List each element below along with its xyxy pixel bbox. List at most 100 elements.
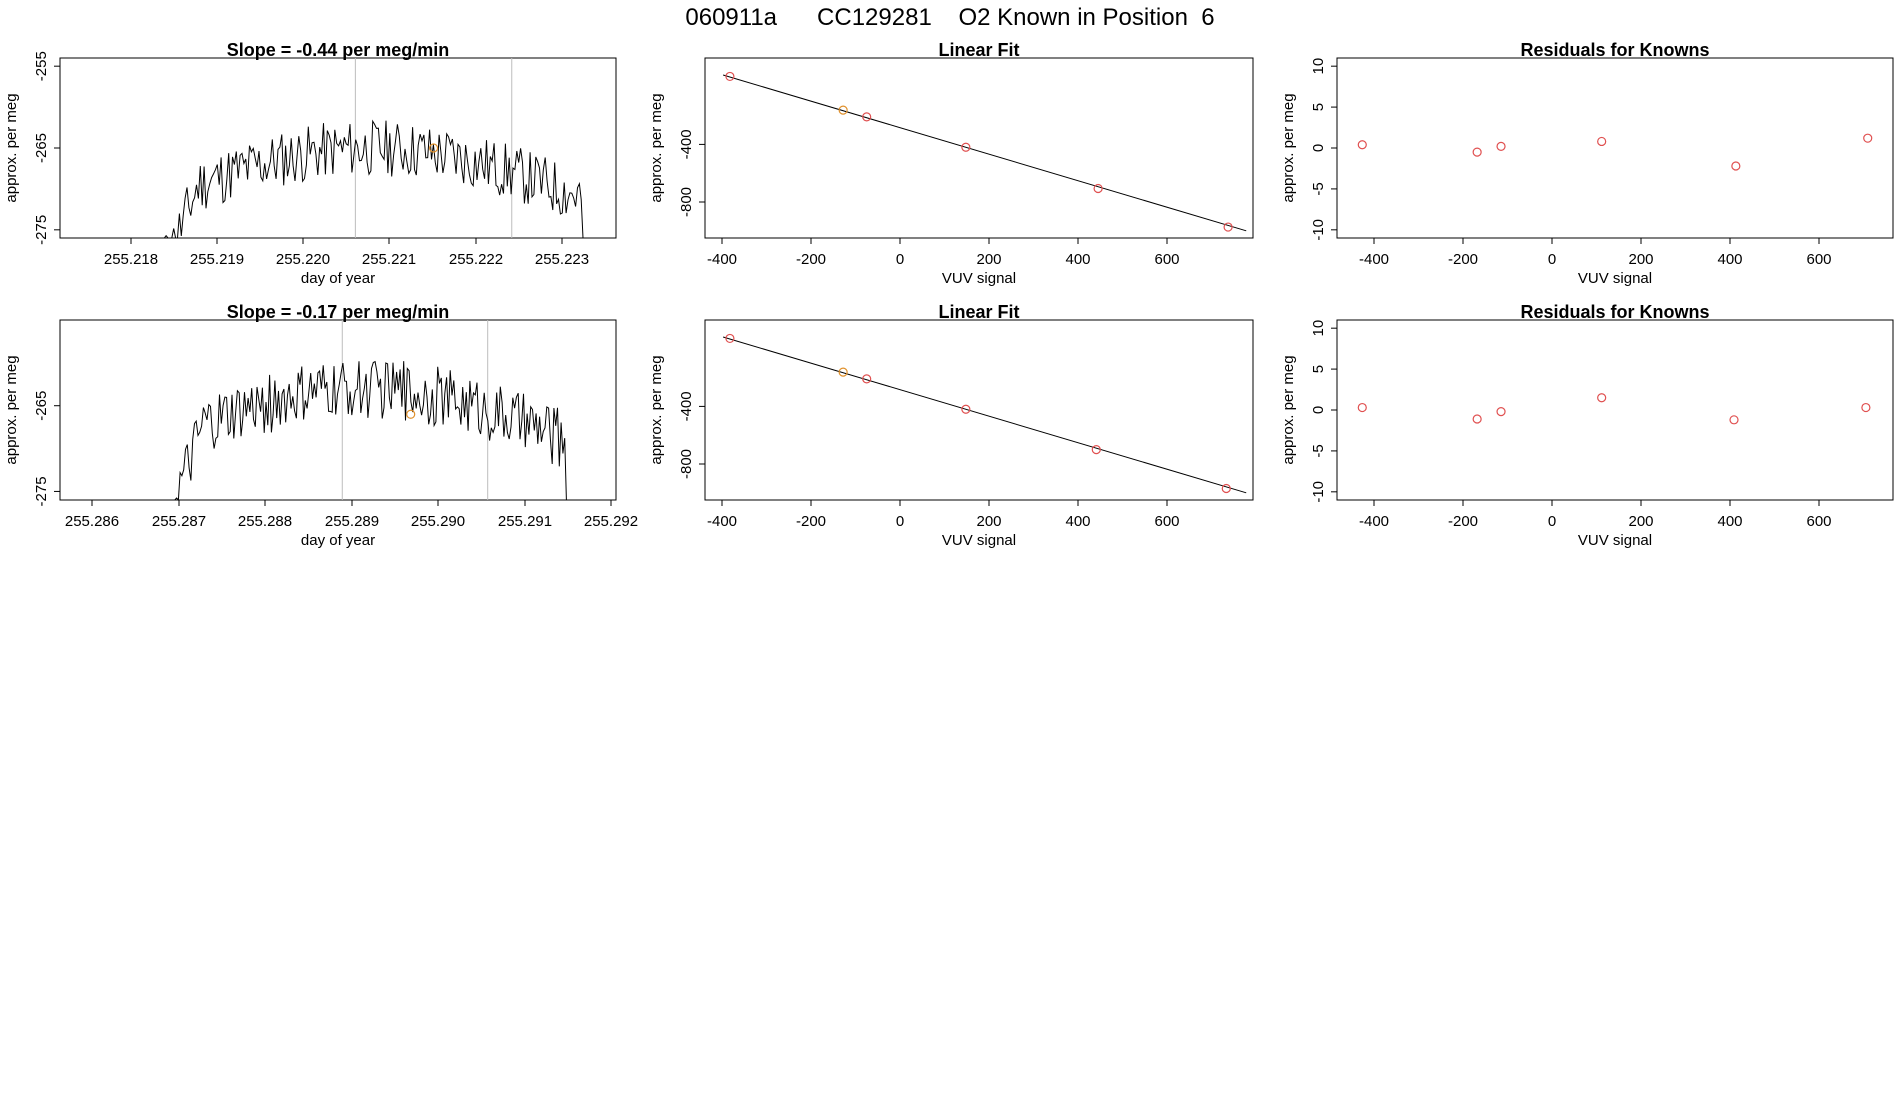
- chart-title: Residuals for Knowns: [1520, 302, 1709, 322]
- data-point: [838, 105, 848, 115]
- x-tick-label: 200: [1628, 251, 1653, 268]
- chart-title: Slope = -0.17 per meg/min: [227, 302, 450, 322]
- x-tick-label: -400: [707, 513, 737, 530]
- chart-title: Residuals for Knowns: [1520, 40, 1709, 60]
- y-axis-label: approx. per meg: [1280, 93, 1297, 202]
- data-point: [725, 333, 735, 344]
- data-point: [961, 142, 971, 152]
- data-point: [1357, 402, 1367, 413]
- x-tick-label: 255.220: [276, 251, 330, 268]
- data-series-line: [161, 119, 584, 239]
- x-axis-label: day of year: [301, 532, 375, 549]
- x-tick-label: 600: [1154, 251, 1179, 268]
- x-axis-label: day of year: [301, 270, 375, 287]
- x-tick-label: -400: [1359, 513, 1389, 530]
- x-tick-label: 255.221: [362, 251, 416, 268]
- x-tick-label: 0: [896, 251, 904, 268]
- data-point: [725, 71, 735, 82]
- x-tick-label: -200: [796, 251, 826, 268]
- data-point: [1731, 161, 1741, 171]
- data-point: [1357, 140, 1367, 150]
- data-point: [1472, 414, 1482, 424]
- plot-frame: [704, 319, 1254, 501]
- y-tick-label: -400: [678, 129, 695, 159]
- x-tick-label: 400: [1717, 251, 1742, 268]
- plot-frame: [1336, 57, 1894, 239]
- x-tick-label: 0: [1548, 251, 1556, 268]
- data-point: [961, 404, 971, 414]
- x-tick-label: 255.286: [65, 513, 119, 530]
- x-tick-label: 255.289: [325, 513, 379, 530]
- data-point: [1223, 222, 1233, 232]
- fit-line: [722, 74, 1247, 232]
- x-tick-label: -200: [1448, 513, 1478, 530]
- y-tick-label: -265: [33, 391, 50, 421]
- x-axis-label: VUV signal: [1578, 532, 1652, 549]
- x-tick-label: 200: [976, 251, 1001, 268]
- y-tick-label: 5: [1310, 365, 1327, 373]
- data-point: [862, 112, 872, 122]
- y-tick-label: -400: [678, 391, 695, 421]
- data-point: [1472, 147, 1482, 157]
- chart-title: Linear Fit: [938, 302, 1019, 322]
- x-tick-label: 400: [1065, 251, 1090, 268]
- y-axis-label: approx. per meg: [3, 355, 20, 464]
- plot-frame: [59, 319, 617, 501]
- data-point: [1597, 393, 1607, 403]
- data-point: [1597, 136, 1607, 147]
- x-tick-label: 400: [1717, 513, 1742, 530]
- x-axis-label: VUV signal: [942, 270, 1016, 287]
- y-tick-label: 10: [1310, 58, 1327, 75]
- plot-frame: [1336, 319, 1894, 501]
- plot-frame: [704, 57, 1254, 239]
- x-tick-label: 255.287: [152, 513, 206, 530]
- y-tick-label: 0: [1310, 144, 1327, 152]
- x-tick-label: 200: [976, 513, 1001, 530]
- x-tick-label: 255.290: [411, 513, 465, 530]
- x-tick-label: 255.291: [498, 513, 552, 530]
- y-tick-label: -800: [678, 187, 695, 217]
- data-point: [1863, 133, 1873, 143]
- x-tick-label: 255.219: [190, 251, 244, 268]
- data-point: [1496, 141, 1506, 151]
- y-tick-label: -255: [33, 51, 50, 81]
- y-tick-label: -265: [33, 133, 50, 163]
- x-tick-label: 200: [1628, 513, 1653, 530]
- x-tick-label: 0: [896, 513, 904, 530]
- y-tick-label: -275: [33, 476, 50, 506]
- fit-line: [722, 336, 1247, 494]
- data-point: [1221, 483, 1231, 494]
- x-tick-label: 255.222: [449, 251, 503, 268]
- x-axis-label: VUV signal: [942, 532, 1016, 549]
- y-axis-label: approx. per meg: [648, 355, 665, 464]
- x-axis-label: VUV signal: [1578, 270, 1652, 287]
- chart-title: Slope = -0.44 per meg/min: [227, 40, 450, 60]
- x-tick-label: 255.223: [535, 251, 589, 268]
- y-axis-label: approx. per meg: [3, 93, 20, 202]
- data-point: [1093, 183, 1103, 194]
- data-point: [1091, 445, 1101, 455]
- y-tick-label: 0: [1310, 406, 1327, 414]
- y-tick-label: -5: [1310, 444, 1327, 457]
- x-tick-label: 600: [1154, 513, 1179, 530]
- x-tick-label: 0: [1548, 513, 1556, 530]
- data-point: [1729, 415, 1739, 425]
- data-point: [862, 374, 872, 384]
- x-tick-label: -400: [1359, 251, 1389, 268]
- y-tick-label: 10: [1310, 320, 1327, 337]
- data-point: [1496, 407, 1506, 417]
- chart-title: Linear Fit: [938, 40, 1019, 60]
- y-tick-label: -5: [1310, 182, 1327, 195]
- x-tick-label: -400: [707, 251, 737, 268]
- x-tick-label: 600: [1806, 251, 1831, 268]
- y-tick-label: -275: [33, 215, 50, 245]
- y-tick-label: -10: [1310, 481, 1327, 503]
- x-tick-label: 400: [1065, 513, 1090, 530]
- data-point: [1861, 402, 1871, 413]
- x-tick-label: 255.292: [584, 513, 638, 530]
- data-point: [838, 367, 848, 377]
- y-tick-label: -800: [678, 449, 695, 479]
- plot-frame: [59, 57, 617, 239]
- highlight-point: [428, 143, 439, 153]
